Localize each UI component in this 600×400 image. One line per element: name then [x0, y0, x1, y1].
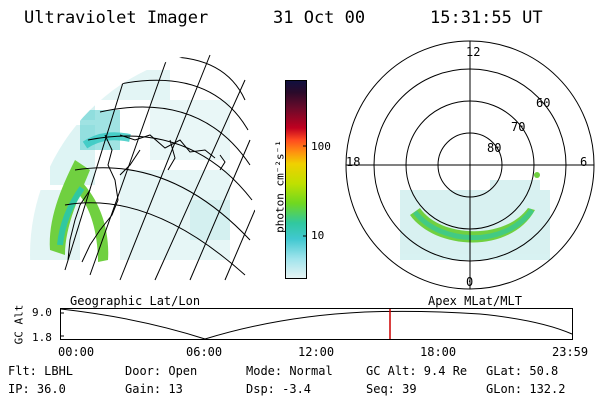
geographic-map-panel — [30, 50, 255, 281]
lat-lon-grid — [64, 50, 255, 281]
ip-readout: IP: 36.0 — [8, 382, 66, 396]
instrument-title: Ultraviolet Imager — [24, 8, 209, 28]
gc-alt-readout: GC Alt: 9.4 Re — [366, 364, 468, 378]
timeline-ytick-top: 9.0 — [32, 306, 52, 319]
colorbar-tick-100: 100 — [311, 140, 331, 153]
timeline-xtick-3: 18:00 — [420, 345, 457, 359]
mlt-label-18: 18 — [346, 155, 361, 169]
polar-mlat-mlt-plot — [345, 40, 595, 290]
altitude-curve — [60, 308, 573, 340]
polar-grid — [345, 40, 595, 290]
colorbar — [285, 80, 307, 279]
date-label: 31 Oct 00 — [273, 8, 366, 28]
colorbar-tick-10: 10 — [311, 229, 325, 242]
timeline-xtick-4: 23:59 — [552, 345, 589, 359]
polar-panel-label: Apex MLat/MLT — [428, 294, 522, 308]
map-panel-label: Geographic Lat/Lon — [70, 294, 201, 308]
header: Ultraviolet Imager 31 Oct 00 15:31:55 UT — [0, 0, 600, 34]
timeline-xtick-1: 06:00 — [186, 345, 223, 359]
mlt-label-12: 12 — [466, 45, 481, 59]
timeline-xtick-2: 12:00 — [298, 345, 335, 359]
gain-readout: Gain: 13 — [125, 382, 183, 396]
mlt-label-6: 6 — [580, 155, 588, 169]
mlat-label-70: 70 — [511, 120, 526, 134]
dsp-readout: Dsp: -3.4 — [246, 382, 312, 396]
timeline-xtick-0: 00:00 — [58, 345, 95, 359]
timeline-axis-label: GC Alt — [12, 304, 26, 345]
glat-readout: GLat: 50.8 — [486, 364, 559, 378]
time-label: 15:31:55 UT — [430, 8, 543, 28]
coastlines — [67, 134, 226, 263]
mode-readout: Mode: Normal — [246, 364, 333, 378]
mlat-label-60: 60 — [536, 96, 551, 110]
mlt-label-0: 0 — [466, 275, 474, 289]
filter-readout: Flt: LBHL — [8, 364, 74, 378]
altitude-timeline-plot — [60, 308, 573, 340]
glon-readout: GLon: 132.2 — [486, 382, 566, 396]
colorbar-unit-label: photon cm⁻²s⁻¹ — [273, 140, 287, 233]
door-readout: Door: Open — [125, 364, 198, 378]
seq-readout: Seq: 39 — [366, 382, 417, 396]
mlat-label-80: 80 — [487, 141, 502, 155]
timeline-ytick-bottom: 1.8 — [32, 331, 52, 344]
